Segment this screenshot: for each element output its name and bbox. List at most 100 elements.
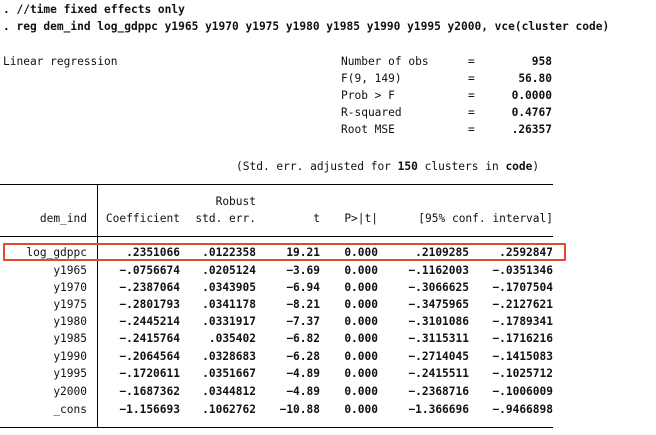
table-row: y1995 −.1720611 .0351667 −4.89 0.000 −.2…: [0, 365, 560, 382]
row-name: log_gdppc: [26, 246, 87, 259]
row-ci-high: −.1025712: [492, 367, 553, 380]
row-p: 0.000: [344, 367, 378, 380]
row-se: .0122358: [202, 246, 256, 259]
row-se: .035402: [208, 332, 256, 345]
row-t: −7.37: [286, 315, 320, 328]
row-se: .0331917: [202, 315, 256, 328]
table-row: y2000 −.1687362 .0344812 −4.89 0.000 −.2…: [0, 383, 560, 400]
cluster-note-suffix: ): [532, 160, 540, 173]
row-ci-low: −.1162003: [408, 264, 469, 277]
row-ci-low: −.2714045: [408, 350, 469, 363]
stat-label: Root MSE: [341, 123, 395, 136]
row-name: y2000: [53, 385, 87, 398]
row-ci-high: −.1707504: [492, 281, 553, 294]
coef-header: Coefficient: [105, 212, 180, 225]
row-ci-low: .2109285: [415, 246, 469, 259]
regress-command: . reg dem_ind log_gdppc y1965 y1970 y197…: [3, 20, 610, 33]
stat-equals: =: [468, 106, 475, 119]
row-t: −4.89: [286, 385, 320, 398]
row-t: −6.28: [286, 350, 320, 363]
stat-equals: =: [468, 55, 475, 68]
row-se: .1062762: [202, 403, 256, 416]
table-top-rule: [0, 184, 553, 185]
row-t: −4.89: [286, 367, 320, 380]
row-name: y1970: [53, 281, 87, 294]
row-name: _cons: [53, 403, 87, 416]
depvar-header: dem_ind: [39, 212, 87, 225]
cluster-var: code: [505, 160, 533, 173]
row-ci-high: −.1716216: [492, 332, 553, 345]
row-coef: −.2801793: [119, 298, 180, 311]
cluster-note: (Std. err. adjusted for 150 clusters in …: [236, 158, 539, 175]
ci-header: [95% conf. interval]: [418, 212, 553, 225]
table-row: y1980 −.2445214 .0331917 −7.37 0.000 −.3…: [0, 313, 560, 330]
stat-equals: =: [468, 72, 475, 85]
table-row: y1985 −.2415764 .035402 −6.82 0.000 −.31…: [0, 330, 560, 347]
row-ci-low: −.2368716: [408, 385, 469, 398]
row-ci-low: −.3475965: [408, 298, 469, 311]
row-p: 0.000: [344, 298, 378, 311]
stat-value: 56.80: [518, 72, 552, 85]
row-ci-high: −.1415083: [492, 350, 553, 363]
cluster-note-prefix: (Std. err. adjusted for: [236, 160, 398, 173]
row-t: −8.21: [286, 298, 320, 311]
row-ci-low: −.2415511: [408, 367, 469, 380]
row-name: y1985: [53, 332, 87, 345]
row-ci-low: −.3115311: [408, 332, 469, 345]
stat-label: R-squared: [341, 106, 402, 119]
table-row: y1990 −.2064564 .0328683 −6.28 0.000 −.2…: [0, 348, 560, 365]
stat-value: 0.0000: [511, 89, 552, 102]
cluster-count: 150: [397, 160, 418, 173]
stat-equals: =: [468, 123, 475, 136]
model-title: Linear regression: [3, 55, 118, 68]
row-se: .0351667: [202, 367, 256, 380]
stat-label: F(9, 149): [341, 72, 402, 85]
table-row: _cons −1.156693 .1062762 −10.88 0.000 −1…: [0, 401, 560, 418]
row-coef: −.2064564: [119, 350, 180, 363]
row-p: 0.000: [344, 281, 378, 294]
row-se: .0205124: [202, 264, 256, 277]
row-ci-high: −.2127621: [492, 298, 553, 311]
row-se: .0343905: [202, 281, 256, 294]
stat-label: Prob > F: [341, 89, 395, 102]
row-coef: −.2445214: [119, 315, 180, 328]
stat-value: 958: [531, 55, 552, 68]
comment-command: . //time fixed effects only: [3, 3, 185, 16]
row-ci-high: −.1006009: [492, 385, 553, 398]
t-header: t: [313, 212, 320, 225]
row-name: y1965: [53, 264, 87, 277]
table-header: dem_ind Coefficient std. err. t P>|t| [9…: [0, 210, 560, 227]
row-t: −10.88: [279, 403, 320, 416]
table-row: y1965 −.0756674 .0205124 −3.69 0.000 −.1…: [0, 262, 560, 279]
table-header-rule: [0, 236, 553, 237]
row-ci-high: .2592847: [499, 246, 553, 259]
stat-value: .26357: [511, 123, 552, 136]
row-p: 0.000: [344, 246, 378, 259]
row-name: y1980: [53, 315, 87, 328]
row-coef: −1.156693: [119, 403, 180, 416]
row-coef: −.1720611: [119, 367, 180, 380]
table-row: log_gdppc .2351066 .0122358 19.21 0.000 …: [0, 244, 560, 261]
row-ci-high: −.9466898: [492, 403, 553, 416]
row-se: .0328683: [202, 350, 256, 363]
robust-label: Robust: [215, 195, 256, 208]
stat-value: 0.4767: [511, 106, 552, 119]
row-se: .0344812: [202, 385, 256, 398]
p-header: P>|t|: [344, 212, 378, 225]
row-coef: −.1687362: [119, 385, 180, 398]
row-p: 0.000: [344, 315, 378, 328]
row-coef: −.2415764: [119, 332, 180, 345]
row-coef: −.0756674: [119, 264, 180, 277]
row-name: y1995: [53, 367, 87, 380]
row-ci-high: −.0351346: [492, 264, 553, 277]
row-ci-low: −.3101086: [408, 315, 469, 328]
row-p: 0.000: [344, 264, 378, 277]
stat-label: Number of obs: [341, 55, 429, 68]
row-ci-low: −1.366696: [408, 403, 469, 416]
row-p: 0.000: [344, 385, 378, 398]
se-header: std. err.: [195, 212, 256, 225]
stat-equals: =: [468, 89, 475, 102]
table-header-top: Robust: [0, 193, 560, 210]
row-t: 19.21: [286, 246, 320, 259]
row-name: y1990: [53, 350, 87, 363]
